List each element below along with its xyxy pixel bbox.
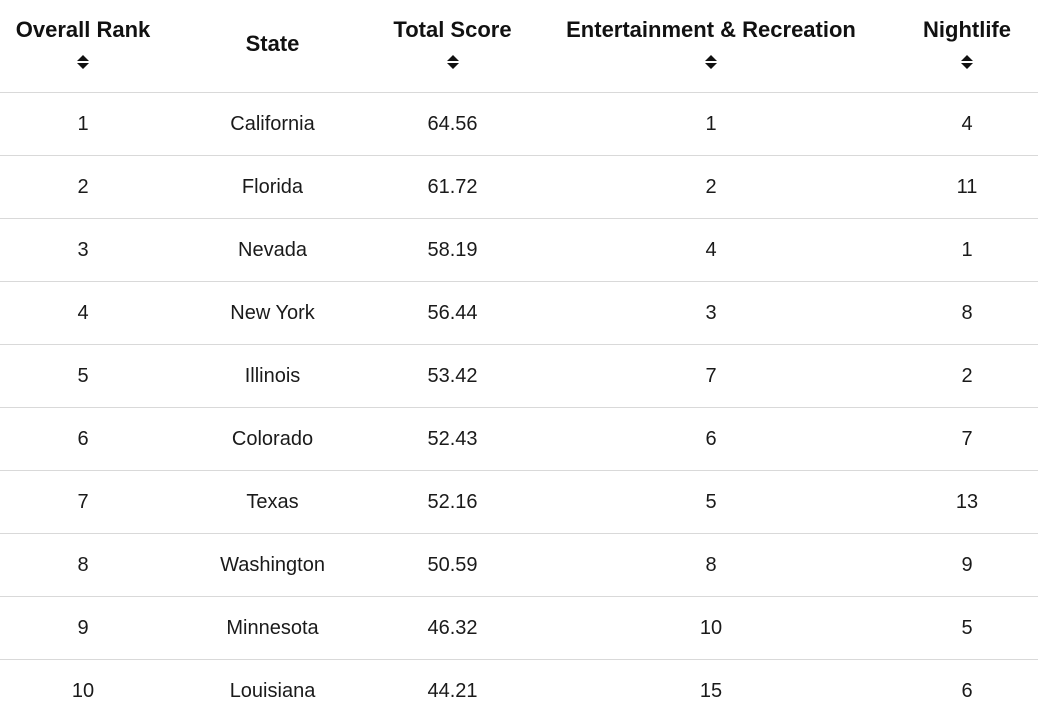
cell-entertainment-recreation: 7 bbox=[526, 345, 896, 408]
cell-state: Illinois bbox=[166, 345, 379, 408]
cell-entertainment-recreation: 1 bbox=[526, 93, 896, 156]
cell-entertainment-recreation: 4 bbox=[526, 219, 896, 282]
cell-nightlife: 7 bbox=[896, 408, 1038, 471]
cell-overall-rank: 8 bbox=[0, 534, 166, 597]
header-label: Overall Rank bbox=[16, 17, 151, 43]
cell-state: New York bbox=[166, 282, 379, 345]
cell-total-score: 44.21 bbox=[379, 660, 526, 722]
header-row: Overall Rank State Total Score Entertain… bbox=[0, 0, 1038, 93]
cell-entertainment-recreation: 5 bbox=[526, 471, 896, 534]
cell-total-score: 53.42 bbox=[379, 345, 526, 408]
cell-entertainment-recreation: 15 bbox=[526, 660, 896, 722]
cell-total-score: 52.43 bbox=[379, 408, 526, 471]
cell-nightlife: 13 bbox=[896, 471, 1038, 534]
table-header: Overall Rank State Total Score Entertain… bbox=[0, 0, 1038, 93]
header-overall-rank[interactable]: Overall Rank bbox=[0, 0, 166, 93]
cell-state: Colorado bbox=[166, 408, 379, 471]
cell-total-score: 56.44 bbox=[379, 282, 526, 345]
cell-overall-rank: 7 bbox=[0, 471, 166, 534]
header-entertainment-recreation[interactable]: Entertainment & Recreation bbox=[526, 0, 896, 93]
cell-nightlife: 4 bbox=[896, 93, 1038, 156]
cell-overall-rank: 6 bbox=[0, 408, 166, 471]
sort-icon[interactable] bbox=[704, 54, 718, 70]
cell-nightlife: 1 bbox=[896, 219, 1038, 282]
sort-icon[interactable] bbox=[446, 54, 460, 70]
cell-nightlife: 9 bbox=[896, 534, 1038, 597]
cell-state: Washington bbox=[166, 534, 379, 597]
cell-nightlife: 8 bbox=[896, 282, 1038, 345]
cell-total-score: 61.72 bbox=[379, 156, 526, 219]
header-nightlife[interactable]: Nightlife bbox=[896, 0, 1038, 93]
sort-icon[interactable] bbox=[76, 54, 90, 70]
cell-state: Florida bbox=[166, 156, 379, 219]
cell-total-score: 52.16 bbox=[379, 471, 526, 534]
cell-entertainment-recreation: 3 bbox=[526, 282, 896, 345]
cell-entertainment-recreation: 10 bbox=[526, 597, 896, 660]
cell-total-score: 46.32 bbox=[379, 597, 526, 660]
cell-overall-rank: 10 bbox=[0, 660, 166, 722]
cell-overall-rank: 1 bbox=[0, 93, 166, 156]
cell-total-score: 50.59 bbox=[379, 534, 526, 597]
header-label: State bbox=[246, 31, 300, 57]
cell-total-score: 64.56 bbox=[379, 93, 526, 156]
cell-overall-rank: 4 bbox=[0, 282, 166, 345]
cell-nightlife: 6 bbox=[896, 660, 1038, 722]
cell-entertainment-recreation: 6 bbox=[526, 408, 896, 471]
cell-total-score: 58.19 bbox=[379, 219, 526, 282]
cell-overall-rank: 5 bbox=[0, 345, 166, 408]
cell-state: Nevada bbox=[166, 219, 379, 282]
cell-state: California bbox=[166, 93, 379, 156]
cell-state: Minnesota bbox=[166, 597, 379, 660]
cell-state: Louisiana bbox=[166, 660, 379, 722]
cell-overall-rank: 2 bbox=[0, 156, 166, 219]
cell-entertainment-recreation: 8 bbox=[526, 534, 896, 597]
cell-overall-rank: 9 bbox=[0, 597, 166, 660]
header-label: Entertainment & Recreation bbox=[566, 17, 856, 43]
sort-icon[interactable] bbox=[960, 54, 974, 70]
cell-overall-rank: 3 bbox=[0, 219, 166, 282]
header-label: Total Score bbox=[393, 17, 511, 43]
cell-nightlife: 2 bbox=[896, 345, 1038, 408]
header-label: Nightlife bbox=[923, 17, 1011, 43]
header-state: State bbox=[166, 0, 379, 93]
header-total-score[interactable]: Total Score bbox=[379, 0, 526, 93]
cell-state: Texas bbox=[166, 471, 379, 534]
cell-entertainment-recreation: 2 bbox=[526, 156, 896, 219]
cell-nightlife: 5 bbox=[896, 597, 1038, 660]
cell-nightlife: 11 bbox=[896, 156, 1038, 219]
